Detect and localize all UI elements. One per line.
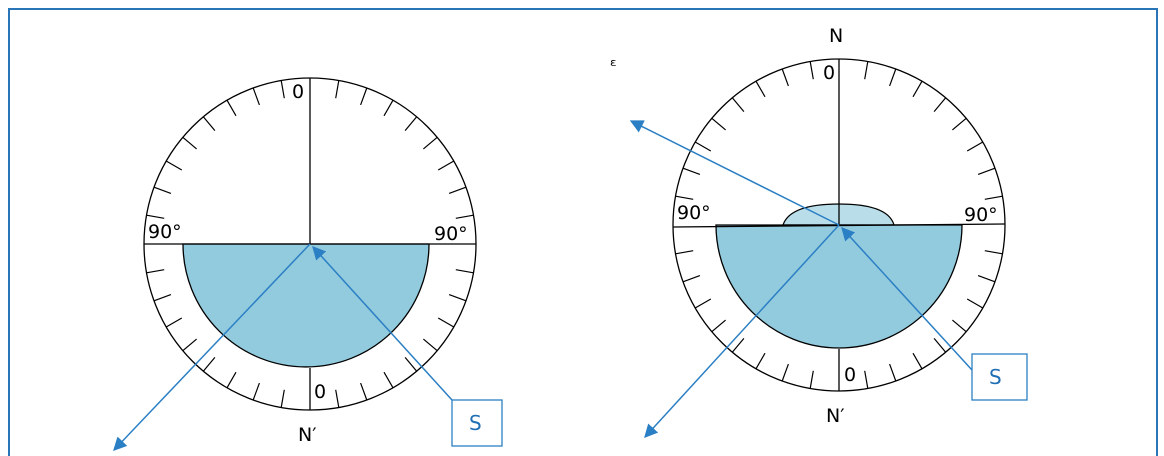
left-protractor-tick	[448, 186, 467, 194]
right-protractor-tick	[809, 370, 814, 389]
left-protractor-tick	[448, 294, 467, 302]
left-protractor-tick	[153, 186, 172, 194]
right-protractor-tick	[682, 167, 701, 175]
right-outgoing-ray-lower	[644, 224, 840, 438]
right-protractor-tick	[933, 97, 947, 112]
left-protractor-tick	[404, 116, 418, 131]
left-90-left-label: 90°	[148, 221, 182, 243]
right-protractor-tick	[711, 117, 726, 131]
right-protractor-tick	[984, 250, 1003, 255]
left-protractor-tick	[360, 87, 368, 106]
figure-frame	[8, 8, 1158, 456]
left-top-zero-label: 0	[292, 81, 304, 103]
left-source-box	[451, 399, 503, 447]
stray-mark: ᵋ	[610, 55, 617, 77]
right-bottom-zero-label: 0	[844, 364, 856, 386]
left-bottom-zero-label: 0	[314, 381, 326, 403]
right-glass-semicircle	[715, 224, 963, 349]
left-glass-semicircle	[182, 243, 430, 368]
left-n-prime-label: N′	[298, 424, 317, 446]
left-protractor-tick	[165, 160, 183, 171]
left-protractor-tick	[423, 136, 438, 150]
right-protractor-tick	[952, 117, 967, 131]
left-90-right-label: 90°	[434, 223, 468, 245]
left-protractor-tick	[360, 382, 368, 401]
right-protractor-tick	[675, 250, 694, 255]
right-protractor-ticks	[675, 61, 1003, 389]
right-protractor-tick	[864, 61, 869, 80]
left-protractor-tick	[202, 116, 216, 131]
right-protractor-tick	[675, 195, 694, 200]
right-protractor-tick	[952, 319, 967, 333]
right-protractor-tick	[781, 68, 789, 87]
right-protractor-tick	[933, 338, 947, 353]
right-protractor-tick	[984, 195, 1003, 200]
left-protractor-tick	[146, 214, 165, 219]
left-protractor-tick	[437, 160, 455, 171]
right-protractor-tick	[912, 352, 923, 370]
right-protractor-tick	[912, 80, 923, 98]
left-protractor-tick	[182, 136, 197, 150]
left-protractor-tick	[252, 87, 260, 106]
left-outgoing-ray	[113, 243, 311, 451]
right-protractor-tick	[864, 370, 869, 389]
left-protractor-tick	[383, 99, 394, 117]
left-protractor-tick	[280, 80, 285, 99]
right-90-right-label: 90°	[964, 204, 998, 226]
right-90-left-label: 90°	[677, 202, 711, 224]
right-protractor-tick	[731, 97, 745, 112]
left-protractor-tick	[383, 371, 394, 389]
right-protractor-tick	[731, 338, 745, 353]
left-protractor-tick	[335, 389, 340, 408]
left-protractor-tick	[252, 382, 260, 401]
right-protractor-tick	[889, 68, 897, 87]
right-n-prime-label: N′	[826, 405, 845, 427]
right-protractor-tick	[809, 61, 814, 80]
left-protractor-tick	[165, 317, 183, 328]
right-protractor-tick	[682, 275, 701, 283]
left-protractor-tick	[455, 269, 474, 274]
left-protractor-ticks	[146, 80, 474, 408]
right-protractor-diagram: N 0 0 90° 90° N′ S	[629, 25, 1028, 438]
left-protractor-tick	[226, 99, 237, 117]
right-protractor-tick	[889, 363, 897, 382]
right-protractor-tick	[755, 80, 766, 98]
left-protractor-tick	[226, 371, 237, 389]
left-protractor-tick	[280, 389, 285, 408]
right-protractor-tick	[694, 298, 712, 309]
right-protractor-tick	[977, 275, 996, 283]
right-protractor-tick	[781, 363, 789, 382]
left-protractor-tick	[423, 338, 438, 352]
right-protractor-tick	[711, 319, 726, 333]
left-protractor-tick	[455, 214, 474, 219]
right-protractor-tick	[966, 298, 984, 309]
left-protractor-tick	[202, 357, 216, 372]
right-incident-ray	[841, 227, 973, 371]
left-protractor-tick	[404, 357, 418, 372]
right-top-zero-label: 0	[823, 62, 835, 84]
right-reflected-ray	[629, 120, 840, 226]
left-protractor-tick	[153, 294, 172, 302]
left-incident-ray	[312, 246, 453, 401]
left-protractor-tick	[182, 338, 197, 352]
right-source-box	[971, 353, 1028, 401]
left-protractor-diagram: 0 0 90° 90° N′ S	[113, 77, 503, 451]
right-source-label: S	[989, 365, 1002, 389]
left-source-label: S	[469, 411, 482, 435]
right-protractor-tick	[694, 141, 712, 152]
right-protractor-tick	[966, 141, 984, 152]
left-protractor-tick	[146, 269, 165, 274]
right-protractor-tick	[755, 352, 766, 370]
right-protractor-tick	[977, 167, 996, 175]
right-n-label: N	[829, 25, 843, 47]
left-protractor-tick	[437, 317, 455, 328]
left-protractor-tick	[335, 80, 340, 99]
